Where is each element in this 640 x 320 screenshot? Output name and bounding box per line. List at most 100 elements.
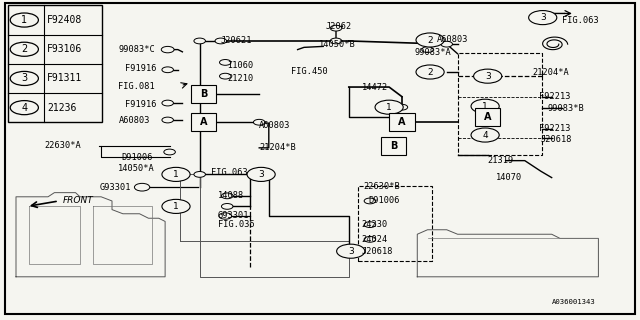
Text: I1060: I1060 (227, 61, 253, 70)
Circle shape (10, 42, 38, 56)
Text: 14050*B: 14050*B (319, 40, 355, 49)
Circle shape (416, 65, 444, 79)
Text: 1: 1 (173, 170, 179, 179)
Circle shape (162, 100, 173, 106)
Text: F91311: F91311 (47, 74, 83, 84)
Circle shape (253, 119, 265, 125)
Circle shape (416, 33, 444, 47)
Text: 21236: 21236 (47, 103, 77, 113)
Text: 24230: 24230 (362, 220, 388, 229)
Circle shape (364, 222, 376, 228)
Circle shape (162, 199, 190, 213)
Text: 3: 3 (485, 72, 490, 81)
Circle shape (194, 92, 205, 97)
Text: A60803: A60803 (259, 121, 291, 130)
Text: 3: 3 (259, 170, 264, 179)
Text: 1: 1 (21, 15, 28, 25)
Circle shape (215, 38, 227, 44)
Text: A: A (398, 117, 406, 127)
Text: A: A (484, 112, 492, 122)
Text: FIG.450: FIG.450 (291, 67, 328, 76)
Bar (191, 113, 216, 131)
Circle shape (162, 67, 173, 73)
Bar (475, 108, 500, 126)
Circle shape (375, 100, 403, 114)
Text: 4: 4 (21, 103, 28, 113)
Circle shape (10, 13, 38, 27)
Circle shape (10, 71, 38, 85)
Bar (458, 53, 542, 155)
Circle shape (364, 236, 376, 242)
Bar (381, 137, 406, 155)
Text: D91006: D91006 (368, 196, 399, 205)
Circle shape (422, 47, 433, 52)
Text: B: B (390, 140, 397, 151)
Bar (358, 186, 432, 261)
Text: 21204*B: 21204*B (259, 143, 296, 152)
Text: FRONT: FRONT (63, 196, 93, 204)
Circle shape (330, 38, 342, 44)
Text: 14050*A: 14050*A (118, 164, 155, 173)
Text: 99083*B: 99083*B (547, 104, 584, 113)
Circle shape (219, 213, 232, 219)
Text: A60803: A60803 (436, 35, 468, 44)
Text: FIG.063: FIG.063 (211, 168, 248, 177)
Circle shape (194, 172, 205, 177)
Circle shape (220, 60, 231, 65)
Text: 1: 1 (387, 103, 392, 112)
Text: 99083*C: 99083*C (118, 45, 155, 54)
Text: 3: 3 (348, 247, 353, 256)
Text: 22630*B: 22630*B (364, 182, 400, 191)
Text: 1: 1 (173, 202, 179, 211)
Circle shape (194, 38, 205, 44)
Circle shape (345, 248, 356, 254)
Circle shape (337, 244, 365, 258)
Text: 21319: 21319 (488, 156, 514, 165)
Text: J20618: J20618 (362, 247, 393, 256)
Circle shape (162, 167, 190, 181)
Circle shape (441, 41, 452, 47)
Text: 2: 2 (428, 68, 433, 76)
Text: 21210: 21210 (227, 74, 253, 83)
Bar (191, 85, 216, 103)
Circle shape (10, 100, 38, 115)
Circle shape (221, 204, 233, 209)
Text: A036001343: A036001343 (552, 300, 595, 305)
Text: 21204*A: 21204*A (532, 68, 569, 77)
Bar (389, 113, 415, 131)
Text: B: B (200, 89, 207, 100)
Circle shape (396, 119, 408, 125)
Text: FIG.081: FIG.081 (118, 82, 155, 91)
Circle shape (529, 11, 557, 25)
Text: FIG.035: FIG.035 (218, 220, 254, 229)
Text: 1: 1 (483, 102, 488, 111)
Text: 14088: 14088 (218, 191, 244, 200)
Text: J20621: J20621 (221, 36, 252, 44)
Text: F93106: F93106 (47, 44, 83, 54)
Text: F92408: F92408 (47, 15, 83, 25)
Circle shape (330, 25, 342, 31)
Text: G93301: G93301 (218, 212, 249, 220)
Text: 3: 3 (540, 13, 545, 22)
Circle shape (164, 149, 175, 155)
Text: G93301: G93301 (99, 183, 131, 192)
Text: F92213: F92213 (539, 92, 570, 101)
Text: 3: 3 (21, 74, 28, 84)
Circle shape (134, 183, 150, 191)
Text: A60803: A60803 (118, 116, 150, 124)
Circle shape (474, 69, 502, 83)
Circle shape (194, 119, 205, 125)
Text: D91006: D91006 (122, 153, 153, 162)
Circle shape (471, 99, 499, 113)
Text: 22630*A: 22630*A (45, 141, 81, 150)
Text: 99083*A: 99083*A (415, 48, 451, 57)
Text: F92213: F92213 (539, 124, 570, 133)
Text: J2062: J2062 (325, 22, 351, 31)
Text: J20618: J20618 (541, 135, 572, 144)
Text: 2: 2 (428, 36, 433, 44)
Text: 24024: 24024 (362, 235, 388, 244)
Text: 4: 4 (483, 131, 488, 140)
Circle shape (220, 73, 231, 79)
Text: 14472: 14472 (362, 83, 388, 92)
Circle shape (162, 117, 173, 123)
